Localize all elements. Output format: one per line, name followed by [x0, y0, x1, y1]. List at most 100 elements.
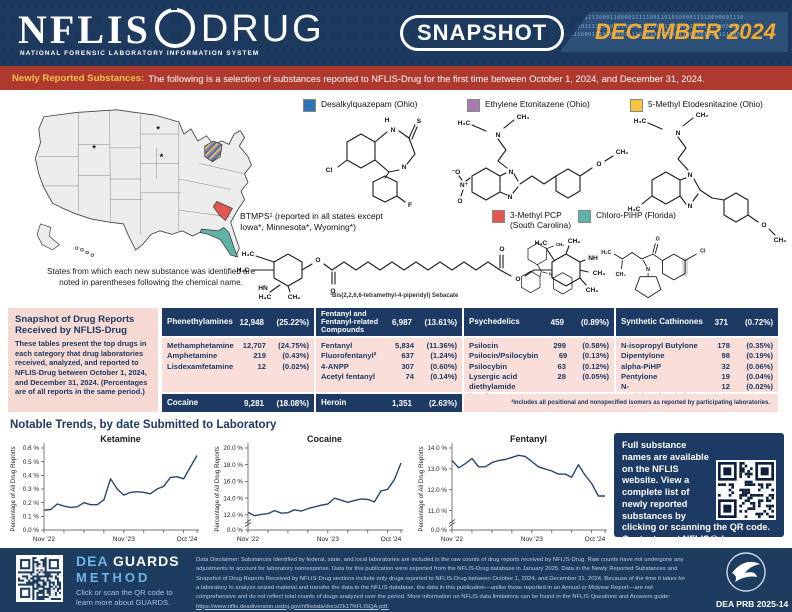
table-row: Psilocin 299 (0.58%)	[469, 341, 609, 350]
svg-text:CH₃: CH₃	[288, 294, 301, 300]
svg-text:N: N	[391, 127, 396, 134]
legend-label: Desalkylquazepam (Ohio)	[321, 99, 418, 109]
svg-text:N: N	[688, 203, 693, 210]
info-box: Full substance names are available on th…	[614, 433, 784, 544]
svg-text:CH₃: CH₃	[556, 242, 564, 247]
3-methyl-pcp-structure: CH₃ N	[520, 242, 573, 295]
svg-text:H₃C: H₃C	[242, 251, 255, 258]
snapshot-badge: SNAPSHOT	[400, 15, 565, 51]
us-outline	[34, 109, 252, 258]
florida-state	[199, 226, 239, 258]
table-row: Psilocybin 63 (0.12%)	[469, 361, 609, 371]
south-carolina-state	[212, 201, 233, 222]
svg-text:O: O	[315, 257, 320, 264]
svg-text:13.0 %: 13.0 %	[427, 466, 447, 473]
svg-text:N⁺: N⁺	[460, 182, 469, 189]
hawaii	[75, 246, 95, 257]
btmps-line2: Iowa*, Minnesota*, Wyoming*)	[240, 222, 356, 233]
svg-text:NH: NH	[588, 255, 598, 262]
state-borders	[38, 110, 245, 235]
newly-reported-banner: Newly Reported Substances: The following…	[0, 66, 792, 90]
guards-qr-code[interactable]	[16, 555, 63, 602]
btmps-label: BTMPS¹ (reported in all states except Io…	[240, 211, 445, 233]
svg-text:0.0 %: 0.0 %	[23, 527, 40, 534]
guards-label: GUARDS	[112, 553, 180, 569]
svg-text:O: O	[596, 161, 601, 168]
svg-text:O: O	[761, 222, 766, 229]
issue-band: 1001111100011000011111001101010000111100…	[560, 12, 788, 52]
svg-text:N: N	[549, 271, 552, 276]
svg-text:F: F	[408, 202, 412, 209]
disclaimer-link[interactable]: https://www.nflis.deadiversion.usdoj.gov…	[196, 603, 389, 610]
svg-text:CH₃: CH₃	[774, 237, 787, 244]
svg-text:Nov '23: Nov '23	[521, 536, 543, 543]
svg-text:H₃C: H₃C	[628, 206, 641, 213]
drug-wordmark: DRUG	[200, 8, 325, 50]
desalkylquazepam-structure: H N S Cl N F	[326, 117, 422, 209]
legend-chloro-pihp: Chloro-PiHP (Florida)	[578, 210, 676, 223]
svg-text:CH₃: CH₃	[586, 287, 599, 294]
nflis-logo: NFLIS DRUG	[18, 5, 325, 53]
svg-text:Nov '22: Nov '22	[33, 536, 55, 543]
svg-text:O: O	[457, 198, 462, 205]
svg-text:Percentage of All Drug Reports: Percentage of All Drug Reports	[418, 446, 425, 531]
table-row: Pentylone 19 (0.04%)	[621, 371, 773, 381]
legend-3-methyl-pcp: 3-Methyl PCP (South Carolina)	[492, 210, 571, 230]
svg-text:14.0 %: 14.0 %	[223, 495, 243, 502]
table-row: Methamphetamine 12,707 (24.75%)	[167, 341, 309, 350]
guards-caption: Click or scan the QR code to learn more …	[76, 588, 173, 607]
svg-text:0.6 %: 0.6 %	[23, 445, 40, 452]
legend-label: Chloro-PiHP (Florida)	[596, 210, 676, 220]
svg-text:14.0 %: 14.0 %	[427, 445, 447, 452]
svg-text:Fentanyl: Fentanyl	[510, 434, 547, 444]
svg-text:20.0 %: 20.0 %	[223, 445, 243, 452]
substance-list-qr-code[interactable]	[716, 460, 776, 520]
ethylene-etonitazene-structure: H₃C CH₃ N ⁻O N⁺ O N N O CH₃	[452, 114, 629, 205]
legend-ethylene-etonitazene: Ethylene Etonitazene (Ohio)	[467, 99, 590, 112]
dea-guards-block: DEA GUARDS METHOD Click or scan the QR c…	[76, 553, 194, 608]
svg-text:N: N	[646, 267, 650, 273]
binary-row: 1000111110000110000110100111100011010111…	[570, 23, 744, 30]
svg-text:0.2 %: 0.2 %	[23, 500, 40, 507]
svg-text:H₃C: H₃C	[458, 120, 471, 127]
dea-seal-block: DEA PRB 2025-14	[716, 551, 788, 609]
nflis-ring-icon	[154, 5, 195, 48]
ohio-state	[204, 140, 223, 163]
nflis-tagline: NATIONAL FORENSIC LABORATORY INFORMATION…	[20, 50, 260, 57]
svg-text:Nov '23: Nov '23	[317, 536, 339, 543]
legend-label: 3-Methyl PCP (South Carolina)	[510, 210, 571, 230]
svg-text:12.0 %: 12.0 %	[223, 512, 243, 519]
table-row: Lisdexamfetamine 12 (0.02%)	[167, 361, 309, 371]
svg-text:0.3 %: 0.3 %	[23, 486, 40, 493]
snapshot-description-box: Snapshot of Drug Reports Received by NFL…	[8, 308, 158, 412]
data-disclaimer: Data Disclaimer: Substances identified b…	[196, 557, 686, 610]
svg-text:Oct '24: Oct '24	[177, 536, 198, 543]
svg-text:O: O	[330, 288, 335, 295]
svg-text:N: N	[509, 169, 514, 176]
nflis-email-link[interactable]: NFLIS@dea.gov	[682, 534, 753, 545]
svg-text:N: N	[508, 194, 513, 201]
svg-text:Cl: Cl	[326, 167, 333, 174]
yellow-swatch-icon	[630, 99, 643, 112]
footer-row-heroin: Heroin 1,351 (2.63%)	[316, 394, 462, 412]
svg-text:H: H	[385, 117, 390, 124]
5-methyl-etodesnitazine-structure: H₃C CH₃ N H₃C N N O CH₃	[628, 112, 787, 244]
dea-seal-icon	[726, 552, 766, 592]
footer: DEA GUARDS METHOD Click or scan the QR c…	[0, 548, 792, 612]
svg-text:0.1 %: 0.1 %	[23, 514, 40, 521]
red-swatch-icon	[492, 210, 505, 223]
us-map: * * *	[10, 96, 294, 267]
svg-text:H₃C: H₃C	[237, 267, 250, 274]
svg-text:Ketamine: Ketamine	[100, 434, 141, 444]
svg-text:H₃C: H₃C	[634, 118, 647, 125]
btmps-footnote: ¹Bis(2,2,6,6-tetramethyl-4-piperidyl) Se…	[330, 293, 459, 299]
svg-text:12.0 %: 12.0 %	[427, 487, 447, 494]
svg-text:N: N	[402, 164, 407, 171]
table-row: Fentanyl 5,834 (11.36%)	[321, 341, 457, 350]
legend-label: Ethylene Etonitazene (Ohio)	[485, 99, 590, 109]
asterisk-wyoming: *	[92, 143, 96, 154]
svg-text:Nov '22: Nov '22	[441, 536, 463, 543]
binary-row: 1001111100011000011111001101010000111100…	[570, 15, 744, 21]
table-row: 4-ANPP 307 (0.60%)	[321, 361, 457, 371]
